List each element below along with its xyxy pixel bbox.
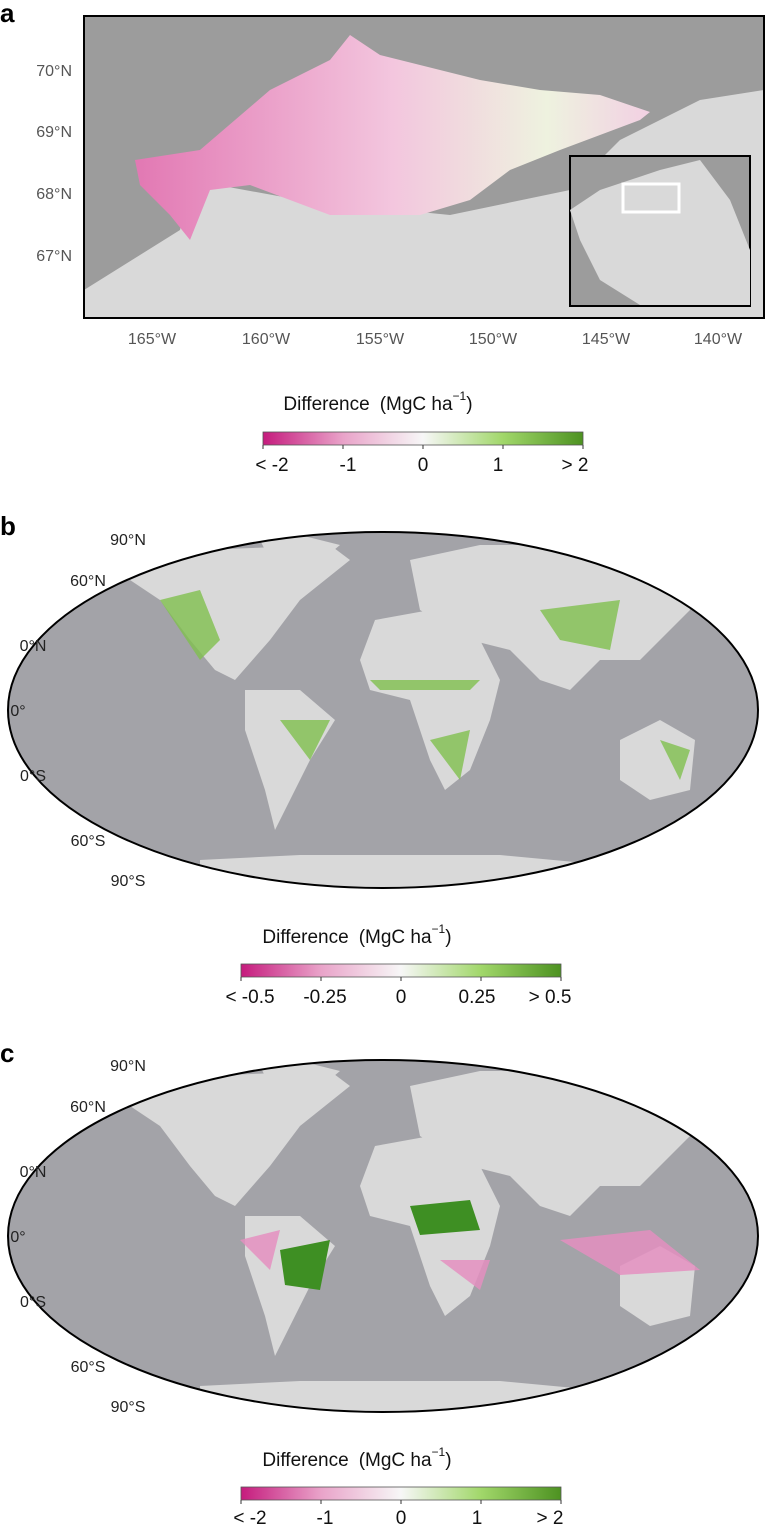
lon-label: 155°W [356,331,405,348]
colorbar-tick-label: -1 [317,1508,334,1529]
colorbar-tick-label: 0.25 [459,987,496,1008]
lat-label: 67°N [36,248,72,265]
colorbar-tick-label: 0 [396,1508,407,1529]
panel-letter: c [0,1038,14,1068]
lat-label: 0° [10,703,25,720]
colorbar-tick-label: -0.25 [303,987,346,1008]
colorbar-title-text: Difference [262,1450,348,1471]
map-frame [7,1059,759,1413]
map-b [8,532,758,888]
colorbar-tick-label: > 2 [562,455,589,476]
map-a [84,16,764,318]
lat-label: 60°N [70,1099,106,1116]
lat-label: 0°N [20,1164,47,1181]
lon-label: 165°W [128,331,177,348]
colorbar-title-text: Difference [262,927,348,948]
colorbar-unit-close: ) [445,927,451,948]
colorbar-title: Difference (MgC ha−1) [262,922,451,948]
colorbar [240,1486,562,1501]
lat-label: 69°N [36,124,72,141]
lat-label: 68°N [36,186,72,203]
lat-label: 0°S [20,768,46,785]
lat-label: 60°N [70,573,106,590]
lat-label: 0° [10,1229,25,1246]
lon-label: 160°W [242,331,291,348]
colorbar-tick-label: < -2 [255,455,288,476]
colorbar-unit-close: ) [445,1450,451,1471]
colorbar-tick-label: 1 [472,1508,483,1529]
map-frame [7,531,759,889]
colorbar-unit-exp: −1 [432,922,446,936]
colorbar-tick-label: 1 [493,455,504,476]
lat-label: 90°S [111,1399,146,1416]
colorbar-title-text: Difference [283,394,369,415]
lat-label: 90°N [110,1058,146,1075]
colorbar-unit-exp: −1 [432,1445,446,1459]
lat-label: 0°N [20,638,47,655]
lat-label: 70°N [36,63,72,80]
colorbar-tick-label: 0 [396,987,407,1008]
map-c [8,1060,758,1412]
colorbar-tick-label: > 2 [537,1508,564,1529]
colorbar [240,963,562,978]
colorbar-unit: (MgC ha [359,927,432,948]
lat-label: 90°N [110,532,146,549]
colorbar-unit: (MgC ha [359,1450,432,1471]
colorbar-tick-label: < -2 [233,1508,266,1529]
colorbar-tick-label: 0 [418,455,429,476]
lat-label: 0°S [20,1294,46,1311]
panel-letter: a [0,0,15,28]
colorbar-unit-close: ) [466,394,472,415]
lon-label: 150°W [469,331,518,348]
colorbar-title: Difference (MgC ha−1) [283,389,472,415]
lon-label: 140°W [694,331,743,348]
lat-label: 60°S [71,833,106,850]
lon-label: 145°W [582,331,631,348]
colorbar-tick-label: > 0.5 [529,987,572,1008]
panel-letter: b [0,511,16,541]
lat-label: 60°S [71,1359,106,1376]
colorbar [262,431,584,446]
colorbar-tick-label: -1 [340,455,357,476]
colorbar-unit-exp: −1 [453,389,467,403]
colorbar-unit: (MgC ha [380,394,453,415]
colorbar-title: Difference (MgC ha−1) [262,1445,451,1471]
lat-label: 90°S [111,873,146,890]
map-frame [83,15,765,319]
colorbar-tick-label: < -0.5 [225,987,274,1008]
